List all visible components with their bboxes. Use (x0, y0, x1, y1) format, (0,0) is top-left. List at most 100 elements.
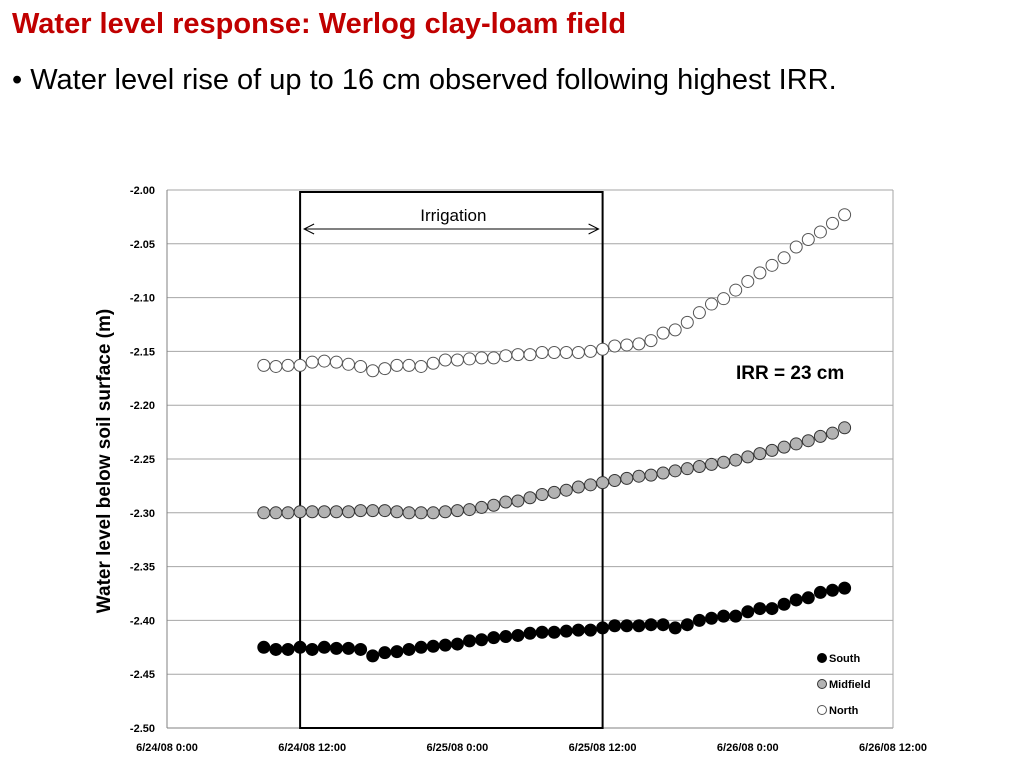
data-point-south (765, 602, 779, 616)
y-tick-label: -2.30 (130, 508, 155, 520)
data-point-north (378, 362, 392, 376)
data-point-south (620, 619, 634, 633)
y-tick-label: -2.15 (130, 346, 155, 358)
data-point-north (450, 353, 464, 367)
data-point-midfield (559, 483, 573, 497)
data-point-south (366, 649, 380, 663)
data-point-north (753, 266, 767, 280)
data-point-south (801, 591, 815, 605)
legend-marker-midfield (817, 679, 827, 689)
data-point-north (596, 342, 610, 356)
data-point-midfield (390, 505, 404, 519)
data-point-north (705, 297, 718, 311)
x-tick-label: 6/26/08 0:00 (717, 742, 779, 754)
data-point-midfield (475, 500, 489, 514)
data-point-north (402, 358, 416, 372)
data-point-south (317, 640, 331, 654)
data-point-midfield (463, 503, 476, 517)
data-point-north (499, 349, 513, 363)
irrigation-arrow-right-head (588, 223, 600, 235)
data-point-north (838, 208, 852, 222)
data-point-south (632, 619, 646, 633)
data-point-north (608, 339, 622, 353)
data-point-south (608, 619, 622, 633)
data-point-midfield (838, 421, 852, 435)
data-point-midfield (281, 506, 295, 520)
data-point-south (269, 642, 283, 656)
data-point-midfield (402, 506, 416, 520)
y-tick-label: -2.20 (130, 400, 155, 412)
legend-marker-south (817, 653, 827, 663)
y-tick-label: -2.05 (130, 239, 155, 251)
y-tick-label: -2.00 (130, 185, 155, 197)
x-tick-label: 6/24/08 12:00 (278, 742, 346, 754)
data-point-south (826, 583, 839, 597)
data-point-midfield (257, 506, 271, 520)
data-point-north (390, 358, 404, 372)
data-point-north (717, 292, 731, 306)
data-point-north (632, 337, 646, 351)
data-point-midfield (753, 447, 767, 461)
data-point-south (729, 609, 743, 623)
data-point-south (305, 642, 319, 656)
legend-label-north: North (829, 705, 859, 717)
data-point-south (329, 641, 343, 655)
data-point-midfield (342, 505, 355, 519)
data-point-south (753, 602, 767, 616)
data-point-south (789, 593, 803, 607)
data-point-midfield (450, 504, 464, 518)
data-point-north (571, 345, 585, 359)
data-series (257, 208, 852, 663)
data-point-midfield (499, 495, 513, 509)
data-point-midfield (826, 426, 839, 440)
annotations: Irrigation IRR = 23 cm (299, 191, 844, 729)
data-point-north (317, 354, 331, 368)
data-point-north (426, 356, 440, 370)
data-point-south (535, 625, 549, 639)
data-point-south (463, 634, 476, 648)
x-tick-label: 6/26/08 12:00 (859, 742, 927, 754)
data-point-south (741, 605, 755, 619)
data-point-south (680, 618, 694, 632)
data-point-midfield (729, 453, 743, 467)
slide-title: Water level response: Werlog clay-loam f… (12, 8, 627, 40)
irr-note: IRR = 23 cm (736, 363, 844, 384)
data-point-north (475, 351, 489, 365)
data-point-midfield (354, 504, 368, 518)
data-point-north (741, 274, 755, 288)
data-point-south (342, 641, 355, 655)
x-tick-label: 6/25/08 12:00 (569, 742, 637, 754)
data-point-midfield (680, 462, 694, 476)
data-point-midfield (692, 460, 706, 474)
data-point-south (426, 639, 440, 653)
data-point-south (644, 618, 658, 632)
data-point-north (826, 216, 839, 230)
data-point-north (559, 345, 573, 359)
data-point-north (329, 355, 343, 369)
data-point-south (450, 637, 464, 651)
data-point-midfield (741, 450, 755, 464)
data-point-north (680, 315, 694, 329)
series-north (257, 208, 852, 378)
data-point-midfield (777, 440, 791, 454)
data-point-north (668, 323, 682, 337)
data-point-north (487, 351, 501, 365)
y-tick-label: -2.45 (130, 669, 155, 681)
x-tick-label: 6/24/08 0:00 (136, 742, 198, 754)
data-point-north (656, 326, 670, 340)
y-axis-label: Water level below soil surface (m) (94, 309, 115, 613)
y-tick-label: -2.40 (130, 615, 155, 627)
y-tick-label: -2.35 (130, 562, 155, 574)
irrigation-label: Irrigation (420, 206, 486, 225)
data-point-midfield (705, 457, 718, 471)
data-point-north (414, 359, 428, 373)
data-point-midfield (608, 474, 622, 488)
data-point-midfield (523, 491, 537, 505)
data-point-midfield (317, 505, 331, 519)
data-point-north (777, 251, 791, 265)
data-point-north (765, 258, 779, 272)
data-point-south (281, 642, 295, 656)
data-point-south (402, 642, 416, 656)
data-point-north (293, 358, 307, 372)
data-point-south (438, 638, 452, 652)
